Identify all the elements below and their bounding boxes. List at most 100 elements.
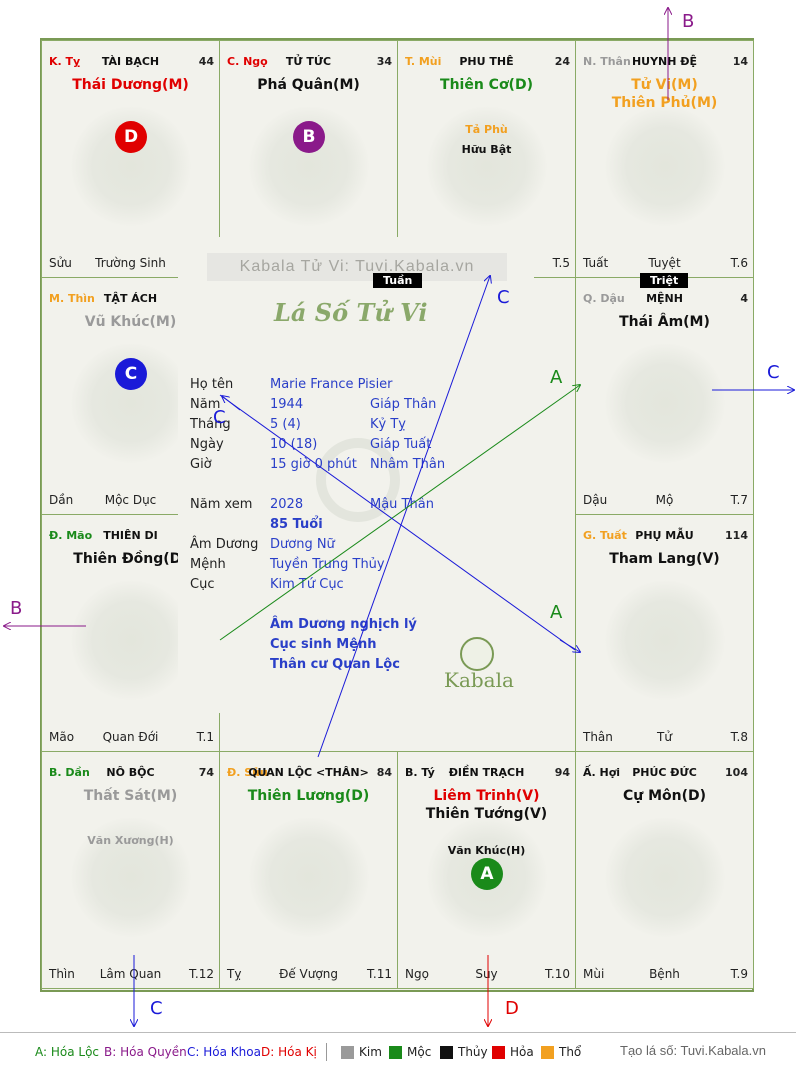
- ngay-value: 10 (18): [270, 437, 318, 452]
- main-star: Thiên Đồng(D): [73, 551, 188, 567]
- zodiac-watermark-icon: [70, 817, 191, 938]
- minor-star: Văn Xương(H): [87, 834, 174, 847]
- legend-bar: A: Hóa Lộc B: Hóa Quyền C: Hóa Khoa D: H…: [0, 1032, 796, 1070]
- palace-age: 84: [376, 766, 392, 779]
- palace-life-stage: Quan Đới: [102, 730, 159, 744]
- palace-age: 74: [198, 766, 214, 779]
- palace-house-number: T.8: [730, 730, 748, 744]
- tuoi-value: 85 Tuổi: [270, 517, 323, 532]
- palace-life-stage: Tử: [657, 730, 672, 744]
- transform-badge: C: [115, 358, 147, 390]
- arrow-label-c-bottom: C: [150, 998, 163, 1019]
- zodiac-watermark-icon: [604, 817, 725, 938]
- palace-age: 114: [725, 529, 748, 542]
- menh-value: Tuyền Trung Thủy: [270, 557, 385, 572]
- palace-name: THIÊN DI: [103, 529, 158, 542]
- ho-ten-label: Họ tên: [190, 377, 234, 392]
- arrow-label-a-upper: A: [550, 367, 563, 388]
- palace-house-number: T.5: [552, 256, 570, 270]
- palace-bottom-branch: Thân: [583, 730, 613, 744]
- palace-name: NÔ BỘC: [106, 766, 155, 779]
- palace-suu[interactable]: Đ. Sửu QUAN LỘC <THÂN> 84 Thiên Lương(D) Tỵ Đ…: [219, 751, 398, 989]
- palace-branch: Ấ. Hợi: [583, 766, 621, 779]
- palace-age: 34: [376, 55, 392, 68]
- palace-branch: T. Mùi: [405, 55, 442, 68]
- palace-branch: N. Thân: [583, 55, 631, 68]
- transform-badge: A: [471, 858, 503, 890]
- legend-kim: Kim: [359, 1045, 382, 1059]
- thuy-swatch: [440, 1046, 453, 1059]
- main-star: Thiên Phủ(M): [611, 95, 718, 111]
- site-banner: Kabala Tử Vi: Tuvi.Kabala.vn: [207, 253, 507, 281]
- script-title: Lá Số Tử Vi: [274, 298, 428, 327]
- main-star: Thiên Cơ(D): [440, 77, 533, 93]
- legend-hoa-loc: A: Hóa Lộc: [35, 1045, 100, 1059]
- cuc-label: Cục: [190, 577, 215, 592]
- note-cuc-menh: Cục sinh Mệnh: [270, 637, 377, 652]
- palace-age: 14: [732, 55, 748, 68]
- palace-name: QUAN LỘC <THÂN>: [248, 766, 369, 779]
- palace-dau[interactable]: Q. Dậu MỆNH 4 Thái Âm(M) Dậu Mộ T.7: [575, 277, 754, 515]
- nam-value: 1944: [270, 397, 304, 412]
- am-duong-label: Âm Dương: [190, 537, 259, 552]
- kabala-brand: Kabala: [444, 668, 514, 692]
- minor-star: Văn Khúc(H): [447, 844, 526, 857]
- palace-name: PHỤ MẪU: [635, 529, 694, 542]
- footer-site-link[interactable]: Tạo lá số: Tuvi.Kabala.vn: [620, 1043, 766, 1058]
- palace-bottom-branch: Mùi: [583, 967, 605, 981]
- cuc-value: Kim Tứ Cục: [270, 577, 344, 592]
- palace-age: 104: [725, 766, 748, 779]
- legend-hoa-quyen: B: Hóa Quyền: [104, 1045, 187, 1059]
- legend-hoa: Hỏa: [510, 1045, 534, 1059]
- ho-ten-value: Marie France Pisier: [270, 377, 393, 392]
- nam-xem-label: Năm xem: [190, 497, 253, 512]
- palace-house-number: T.9: [730, 967, 748, 981]
- palace-than[interactable]: N. Thân HUYNH ĐỆ 14 Tử Vi(M) Thiên Phủ(M) Tuấ…: [575, 40, 754, 278]
- legend-divider: [326, 1043, 327, 1061]
- palace-name: PHÚC ĐỨC: [632, 766, 697, 779]
- triet-tag: Triệt: [640, 273, 689, 288]
- tho-swatch: [541, 1046, 554, 1059]
- palace-branch: B. Dần: [49, 766, 90, 779]
- arrow-label-b-left: B: [10, 598, 23, 619]
- kim-swatch: [341, 1046, 354, 1059]
- nam-xem-value: 2028: [270, 497, 304, 512]
- palace-ty[interactable]: B. Tý ĐIỀN TRẠCH 94 Liêm Trinh(V) Thiên Tướn…: [397, 751, 576, 989]
- palace-tuat[interactable]: G. Tuất PHỤ MẪU 114 Tham Lang(V) Thân Tử T.8: [575, 514, 754, 752]
- palace-branch: K. Tỵ: [49, 55, 81, 68]
- palace-ty-top[interactable]: K. Tỵ TÀI BẠCH 44 Thái Dương(M) D Sửu Trường S…: [41, 40, 220, 278]
- palace-name: TẬT ÁCH: [103, 292, 158, 305]
- tuan-tag: Tuần: [373, 273, 423, 288]
- palace-branch: Đ. Sửu: [227, 766, 268, 779]
- palace-hoi[interactable]: Ấ. Hợi PHÚC ĐỨC 104 Cự Môn(D) Mùi Bệnh T.9: [575, 751, 754, 989]
- palace-name: TỬ TỨC: [285, 55, 332, 68]
- transform-badge: B: [293, 121, 325, 153]
- palace-branch: G. Tuất: [583, 529, 627, 542]
- main-star: Vũ Khúc(M): [84, 314, 177, 330]
- palace-dan[interactable]: B. Dần NÔ BỘC 74 Thất Sát(M) Văn Xương(H) Thì…: [41, 751, 220, 989]
- minor-star: Tả Phù: [465, 123, 508, 136]
- kabala-tree-icon: [460, 637, 494, 671]
- legend-hoa-khoa: C: Hóa Khoa: [187, 1045, 261, 1059]
- arrow-label-c-left: C: [213, 407, 226, 428]
- palace-bottom-branch: Tỵ: [227, 967, 242, 981]
- arrow-label-a-lower: A: [550, 602, 563, 623]
- palace-branch: C. Ngọ: [227, 55, 268, 68]
- legend-moc: Mộc: [407, 1045, 432, 1059]
- palace-age: 4: [740, 292, 748, 305]
- ngay-can-chi: Giáp Tuất: [370, 437, 432, 452]
- legend-thuy: Thủy: [458, 1045, 488, 1059]
- palace-name: TÀI BẠCH: [101, 55, 160, 68]
- zodiac-watermark-icon: [426, 106, 547, 227]
- legend-hoa-ki: D: Hóa Kị: [261, 1045, 317, 1059]
- palace-house-number: T.7: [730, 493, 748, 507]
- palace-name: ĐIỀN TRẠCH: [448, 766, 525, 779]
- palace-branch: M. Thìn: [49, 292, 95, 305]
- legend-tho: Thổ: [559, 1045, 582, 1059]
- main-star: Tử Vi(M): [631, 77, 698, 93]
- menh-label: Mệnh: [190, 557, 226, 572]
- palace-age: 44: [198, 55, 214, 68]
- thang-value: 5 (4): [270, 417, 301, 432]
- note-than-cu: Thân cư Quan Lộc: [270, 657, 400, 672]
- palace-life-stage: Bệnh: [649, 967, 680, 981]
